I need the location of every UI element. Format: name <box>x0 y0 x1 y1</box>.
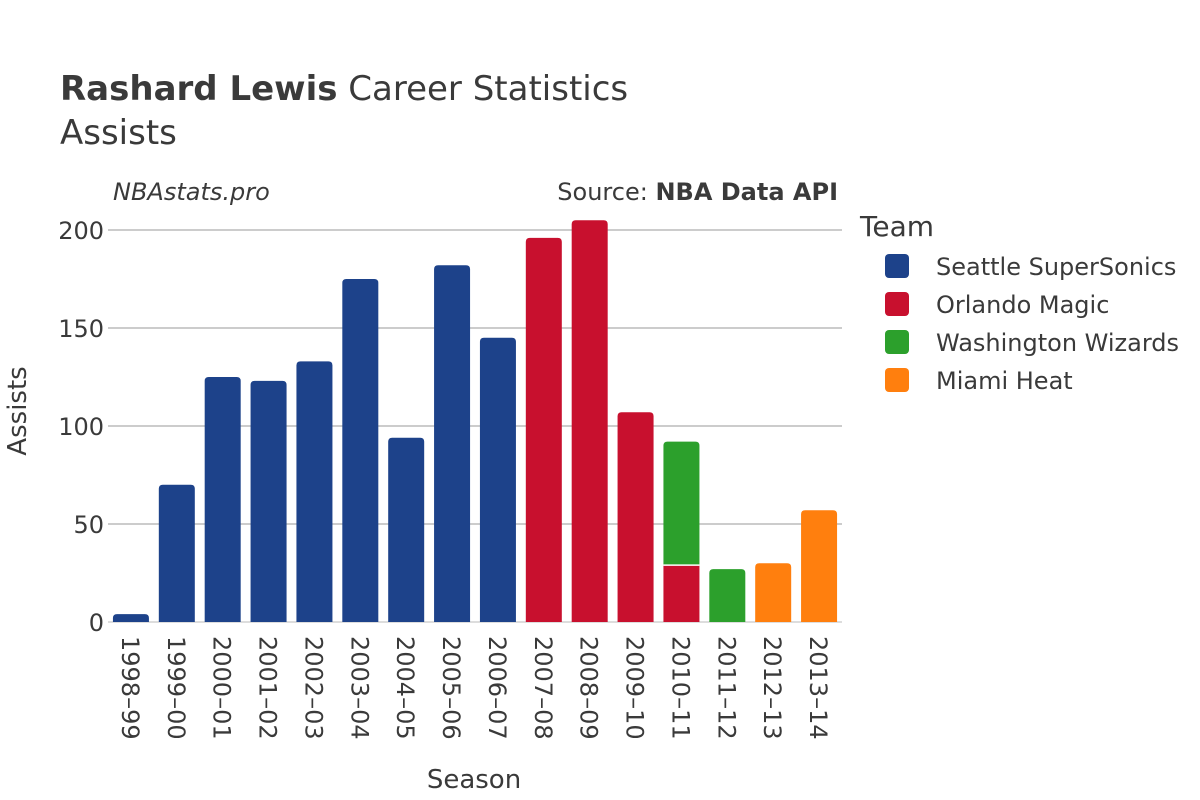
legend-swatch <box>885 292 909 316</box>
bar-segment <box>801 510 838 622</box>
x-tick-label: 2002–03 <box>299 636 327 740</box>
x-tick-label: 2013–14 <box>804 636 832 740</box>
bar-segment <box>755 563 792 622</box>
bar-segment <box>158 484 195 622</box>
chart-title: Rashard Lewis Career Statistics <box>60 69 628 109</box>
y-tick-labels: 0 50 100 150 200 <box>58 217 104 637</box>
x-axis-label: Season <box>427 765 521 795</box>
title-bold: Rashard Lewis <box>60 69 337 109</box>
legend-item-label: Seattle SuperSonics <box>936 253 1176 281</box>
legend-title: Team <box>859 210 934 243</box>
bar-segment <box>388 437 425 622</box>
bar-segment <box>709 569 746 622</box>
x-tick-label: 2006–07 <box>483 636 511 740</box>
x-tick-label: 2008–09 <box>575 636 603 740</box>
y-tick-label: 0 <box>89 609 104 637</box>
bar-segment <box>525 237 562 622</box>
y-tick-label: 50 <box>73 511 104 539</box>
bar-segment <box>663 565 700 622</box>
x-tick-label: 1998–99 <box>116 636 144 740</box>
legend-item-label: Orlando Magic <box>936 291 1109 319</box>
legend-swatch <box>885 368 909 392</box>
bar-segment <box>617 412 654 622</box>
x-tick-label: 2001–02 <box>254 636 282 740</box>
bar-segment <box>112 614 149 622</box>
legend-item-label: Miami Heat <box>936 367 1073 395</box>
y-axis-label: Assists <box>3 366 33 455</box>
source-label: Source: NBA Data API <box>557 178 838 206</box>
watermark: NBAstats.pro <box>113 178 270 206</box>
x-tick-label: 2000–01 <box>208 636 236 740</box>
x-tick-label: 2010–11 <box>666 636 694 740</box>
bar-segment <box>571 220 608 622</box>
x-tick-label: 1999–00 <box>162 636 190 740</box>
x-tick-label: 2007–08 <box>529 636 557 740</box>
chart-subtitle: Assists <box>60 113 177 153</box>
source-prefix: Source: <box>557 178 655 206</box>
legend-item-label: Washington Wizards <box>936 329 1179 357</box>
x-tick-label: 2009–10 <box>621 636 649 740</box>
bar-segment <box>342 279 379 622</box>
legend: Seattle SuperSonics Orlando Magic Washingt… <box>885 253 1179 395</box>
bar-segment <box>250 380 287 622</box>
x-tick-label: 2003–04 <box>345 636 373 740</box>
source-name: NBA Data API <box>655 178 838 206</box>
x-tick-label: 2005–06 <box>437 636 465 740</box>
legend-swatch <box>885 254 909 278</box>
title-rest: Career Statistics <box>337 69 628 109</box>
y-tick-label: 150 <box>58 315 104 343</box>
x-tick-label: 2012–13 <box>758 636 786 740</box>
bar-segment <box>479 337 516 622</box>
x-tick-labels: 1998–99 1999–00 2000–01 2001–02 2002–03 2003–… <box>116 636 832 740</box>
x-tick-label: 2011–12 <box>712 636 740 740</box>
x-tick-label: 2004–05 <box>391 636 419 740</box>
bar-segment <box>434 265 471 622</box>
bar-segment <box>204 377 241 622</box>
bars <box>112 220 838 622</box>
bar-segment <box>296 361 333 622</box>
legend-swatch <box>885 330 909 354</box>
y-tick-label: 200 <box>58 217 104 245</box>
bar-segment <box>663 441 700 566</box>
y-tick-label: 100 <box>58 413 104 441</box>
